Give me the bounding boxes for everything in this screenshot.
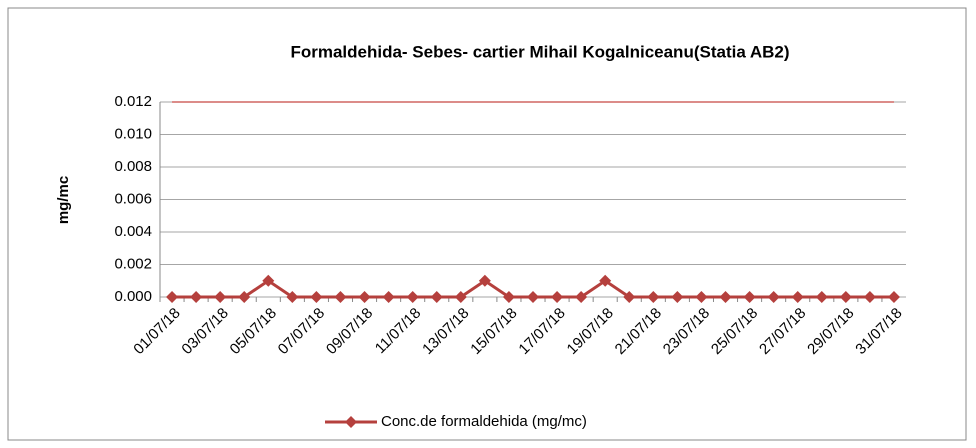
- data-marker: [214, 291, 227, 303]
- y-tick-label: 0.004: [114, 223, 152, 240]
- y-tick-label: 0.008: [114, 158, 152, 175]
- data-marker: [430, 291, 443, 303]
- data-marker: [502, 291, 515, 303]
- legend-marker: [345, 416, 357, 428]
- data-marker: [478, 274, 491, 287]
- data-marker: [599, 274, 612, 287]
- data-marker: [551, 291, 564, 303]
- data-marker: [454, 291, 467, 303]
- data-marker: [815, 291, 828, 303]
- data-marker: [238, 291, 251, 303]
- data-marker: [887, 291, 900, 303]
- data-marker: [406, 291, 419, 303]
- y-tick-label: 0.000: [114, 288, 152, 305]
- chart-border: [7, 7, 967, 441]
- data-marker: [623, 291, 636, 303]
- chart-title: Formaldehida- Sebes- cartier Mihail Koga…: [290, 42, 789, 61]
- data-marker: [358, 291, 371, 303]
- data-marker: [647, 291, 660, 303]
- data-marker: [310, 291, 323, 303]
- data-marker: [791, 291, 804, 303]
- data-marker: [527, 291, 539, 303]
- data-marker: [743, 291, 756, 303]
- data-marker: [863, 291, 876, 303]
- data-marker: [382, 291, 395, 303]
- legend-label: Conc.de formaldehida (mg/mc): [381, 413, 587, 430]
- data-marker: [575, 291, 588, 303]
- data-marker: [671, 291, 684, 303]
- data-marker: [262, 274, 275, 287]
- y-tick-label: 0.002: [114, 255, 152, 272]
- y-tick-label: 0.006: [114, 190, 152, 207]
- data-marker: [839, 291, 852, 303]
- data-marker: [334, 291, 347, 303]
- data-marker: [166, 291, 179, 303]
- data-marker: [719, 291, 732, 303]
- y-tick-label: 0.010: [114, 125, 152, 142]
- data-marker: [695, 291, 708, 303]
- data-marker: [286, 291, 299, 303]
- y-tick-label: 0.012: [114, 93, 152, 110]
- y-axis-label: mg/mc: [55, 176, 72, 224]
- data-marker: [190, 291, 203, 303]
- data-marker: [767, 291, 780, 303]
